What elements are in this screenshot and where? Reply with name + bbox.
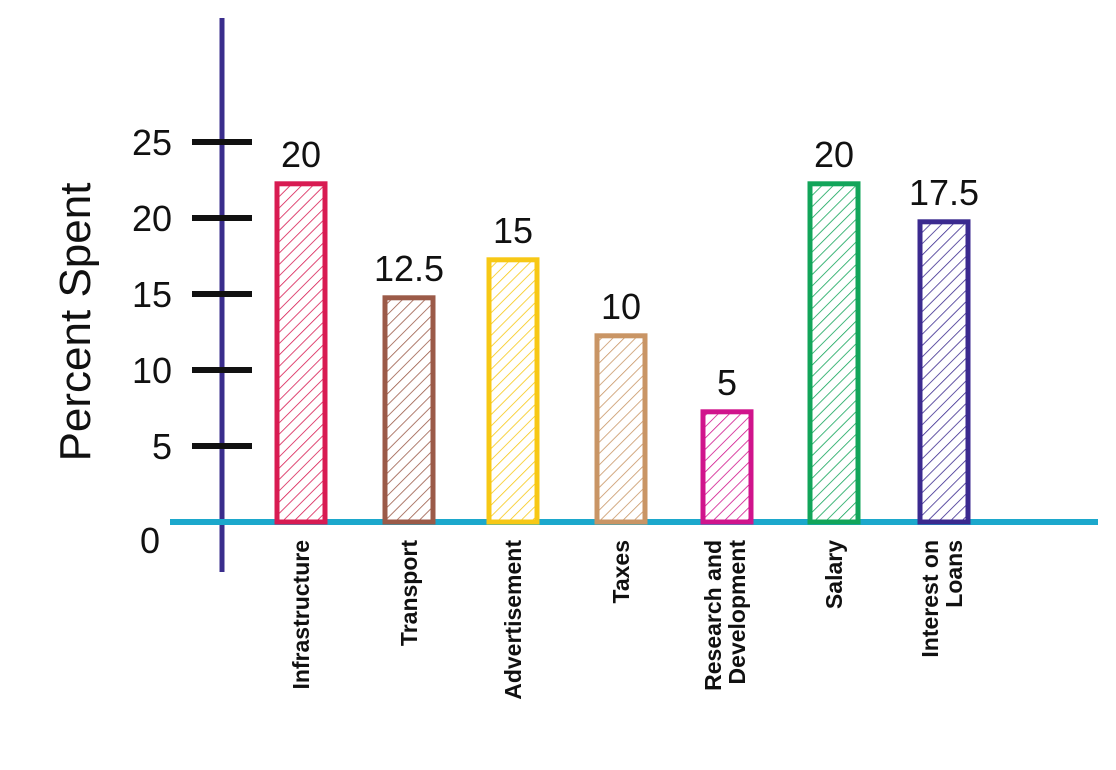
bar-value-label: 20 bbox=[281, 134, 321, 175]
bar bbox=[807, 181, 861, 525]
category-label-line: Advertisement bbox=[500, 540, 526, 700]
y-tick-label: 10 bbox=[132, 350, 172, 391]
y-ticks: 5 10 15 20 25 bbox=[132, 122, 252, 467]
bar bbox=[700, 409, 754, 525]
category-label-line: Taxes bbox=[608, 540, 634, 604]
category-label-line: Research and bbox=[700, 540, 726, 691]
category-label-line: Development bbox=[724, 540, 750, 685]
bar-value-label: 12.5 bbox=[374, 248, 444, 289]
category-label: Transport bbox=[396, 540, 422, 646]
bars bbox=[274, 181, 971, 525]
y-tick-label: 15 bbox=[132, 274, 172, 315]
category-label-line: Interest on bbox=[917, 540, 943, 658]
category-label-line: Salary bbox=[821, 540, 847, 609]
category-label-line: Transport bbox=[396, 540, 422, 646]
category-label: Salary bbox=[821, 540, 847, 609]
bar-value-label: 17.5 bbox=[909, 172, 979, 213]
bar bbox=[486, 257, 540, 525]
y-tick-label: 20 bbox=[132, 198, 172, 239]
category-label: Taxes bbox=[608, 540, 634, 604]
bar bbox=[917, 219, 971, 525]
category-label: Infrastructure bbox=[288, 540, 314, 690]
y-zero-label: 0 bbox=[140, 520, 160, 561]
bar-value-label: 10 bbox=[601, 286, 641, 327]
bar-value-label: 20 bbox=[814, 134, 854, 175]
bar-value-label: 15 bbox=[493, 210, 533, 251]
y-axis-title: Percent Spent bbox=[51, 183, 100, 462]
bar bbox=[594, 333, 648, 525]
y-tick-label: 5 bbox=[152, 426, 172, 467]
bar bbox=[382, 295, 436, 525]
value-labels: 20 12.5 15 10 5 20 17.5 bbox=[281, 134, 979, 403]
category-labels: Infrastructure Transport Advertisement Taxe… bbox=[288, 540, 967, 700]
category-label: Advertisement bbox=[500, 540, 526, 700]
y-tick-label: 25 bbox=[132, 122, 172, 163]
category-label-line: Infrastructure bbox=[288, 540, 314, 690]
bar-value-label: 5 bbox=[717, 362, 737, 403]
category-label-line: Loans bbox=[941, 540, 967, 608]
bar bbox=[274, 181, 328, 525]
